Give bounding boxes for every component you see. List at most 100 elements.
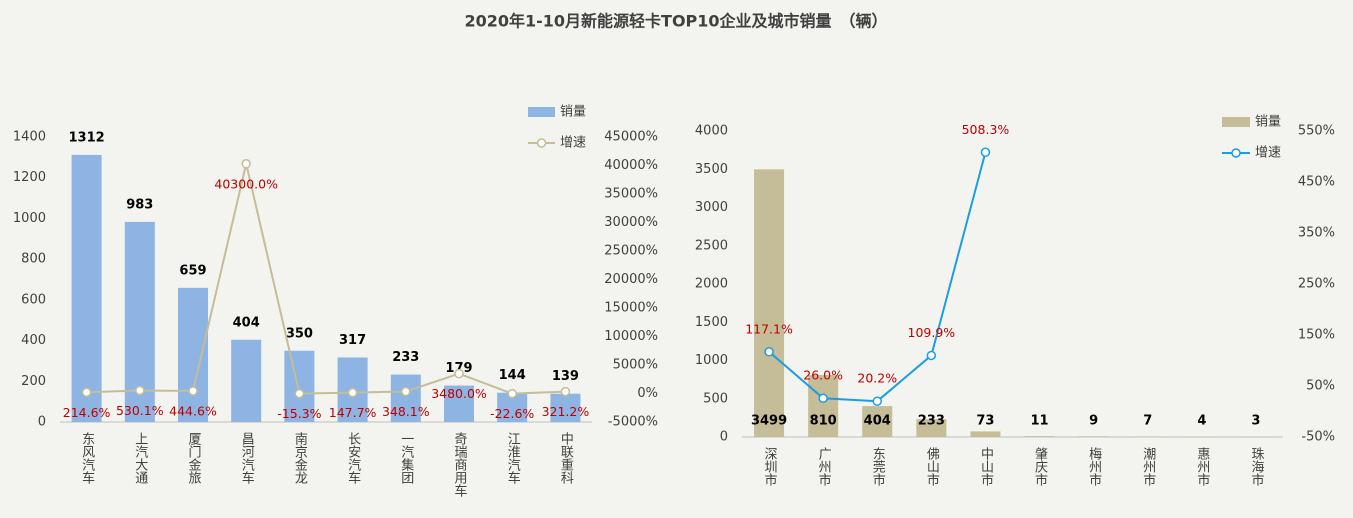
y-tick-label: 200 [21,374,46,389]
line-marker [560,386,571,397]
line-label: 40300.0% [214,176,278,191]
x-tick-label: 潮州市 [1140,447,1156,486]
bar-label: 350 [286,326,313,341]
line-marker [926,350,937,361]
y2-tick-label: 45000% [604,130,658,145]
y-tick-label: 3000 [695,200,728,215]
legend-swatch [1222,117,1250,127]
line-label: -22.6% [490,406,534,421]
bar [916,419,947,437]
y2-tick-label: 20000% [604,272,658,287]
bar [970,431,1001,437]
x-tick-label: 珠海市 [1248,447,1264,486]
bar-label: 3 [1251,414,1260,429]
line-label: 26.0% [803,368,843,383]
x-tick-label: 惠州市 [1194,447,1210,486]
line-label: 530.1% [116,403,164,418]
line-label: 444.6% [169,403,217,418]
x-tick-label: 肇庆市 [1032,447,1048,486]
y2-tick-label: 10000% [604,329,658,344]
y-tick-label: 2500 [695,238,728,253]
line-label: 508.3% [962,122,1010,137]
bar [1024,436,1055,437]
x-tick-label: 中山市 [978,447,994,486]
bar [178,287,208,422]
x-tick-label: 梅州市 [1086,447,1102,486]
line-marker [294,388,305,399]
y-tick-label: 4000 [695,124,728,139]
line [86,163,566,395]
y2-tick-label: 250% [1298,277,1335,292]
line-marker [454,368,464,379]
bar [284,350,315,422]
y2-tick-label: 40000% [604,158,658,173]
line-marker [135,385,145,396]
bar [1078,436,1109,437]
x-tick-label: 东莞市 [870,447,886,486]
bar-label: 810 [810,414,837,429]
y2-tick-label: 550% [1298,124,1335,139]
bar [862,406,893,437]
line-label: 321.2% [542,404,590,419]
y-tick-label: 1000 [695,353,728,368]
legend-marker [536,138,547,148]
bar [390,374,421,422]
bar-label: 404 [233,315,260,330]
line-marker [188,386,198,396]
y-tick-label: 3500 [695,162,728,177]
y2-tick-label: -50% [1301,430,1335,445]
legend-swatch [528,107,555,117]
bar-label: 7 [1143,414,1152,429]
line-marker [507,388,517,399]
line-label: 3480.0% [431,386,487,401]
line-marker [401,386,411,397]
line-label: 109.9% [908,325,956,340]
x-tick-label: 上汽大通 [132,432,148,484]
line-marker [818,393,828,403]
y-tick-label: 400 [21,333,46,348]
bar-label: 1312 [69,130,105,145]
legend-label: 增速 [560,136,586,151]
y-tick-label: 800 [21,252,46,267]
y2-tick-label: -5000% [608,415,658,430]
bar-label: 404 [864,414,891,429]
y2-tick-label: 15000% [604,301,658,316]
line-marker [241,159,251,169]
bar-label: 659 [179,263,206,278]
x-tick-label: 中联重科 [558,432,574,484]
y-tick-label: 1500 [695,315,728,330]
x-tick-label: 一汽集团 [398,432,414,484]
legend-marker [1231,148,1241,158]
bar-label: 233 [918,414,945,429]
y2-tick-label: 5000% [613,358,658,373]
y-tick-label: 1000 [13,211,46,226]
line-label: 214.6% [63,405,111,420]
line-label: 20.2% [857,371,897,386]
x-tick-label: 昌河汽车 [239,432,255,484]
y-tick-label: 0 [38,415,46,430]
x-tick-label: 广州市 [816,447,832,486]
bar-label: 9 [1089,414,1098,429]
x-tick-label: 深圳市 [762,447,778,486]
y2-tick-label: 0% [637,386,658,401]
y2-tick-label: 350% [1298,226,1335,241]
bar [808,375,839,437]
bar-label: 3499 [751,414,787,429]
x-tick-label: 南京金龙 [292,431,308,485]
line-label: 147.7% [329,405,377,420]
chart-title: 2020年1-10月新能源轻卡TOP10企业及城市销量 （辆） [464,12,887,31]
bar-label: 139 [552,369,579,384]
line-marker [764,347,774,357]
y2-tick-label: 450% [1298,175,1335,190]
bar-label: 233 [392,350,419,365]
x-tick-label: 厦门金旅 [186,432,202,484]
bar [550,393,581,422]
bar-label: 317 [339,333,366,348]
bar [71,154,102,422]
bar-label: 4 [1197,414,1206,429]
y-tick-label: 500 [703,391,728,406]
bar-label: 983 [126,197,153,212]
y-tick-label: 1400 [13,130,46,145]
legend-label: 销量 [560,105,586,120]
